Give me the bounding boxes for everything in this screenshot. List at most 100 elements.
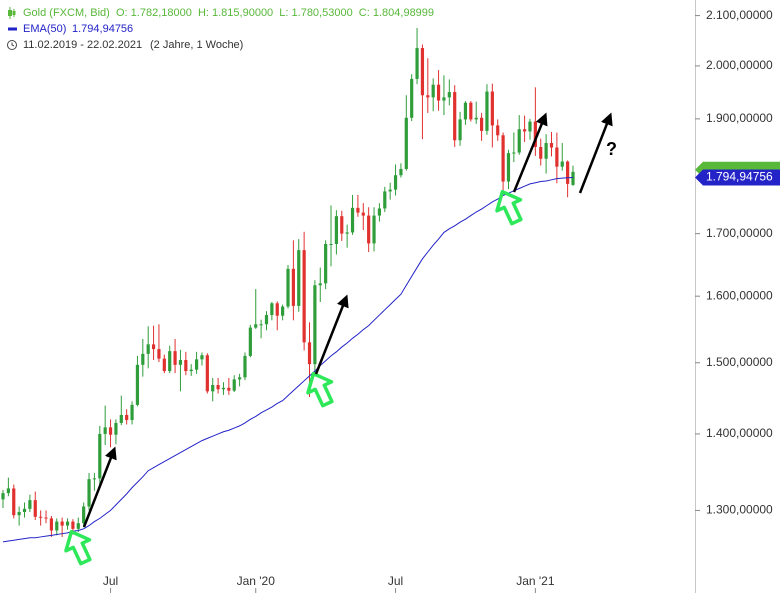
candle-body: [291, 268, 295, 306]
candle-body: [549, 143, 554, 148]
ema-line: [2, 177, 574, 543]
candle-body: [463, 102, 468, 120]
candle-body: [103, 427, 107, 434]
period: 11.02.2019 - 22.02.2021: [23, 39, 142, 51]
candle-body: [130, 404, 134, 421]
candle-body: [340, 216, 344, 234]
black-arrow: [82, 112, 613, 528]
candle-body: [178, 360, 183, 365]
candle-body: [410, 78, 414, 118]
y-tick-label: 2.000,00000: [706, 58, 773, 72]
candle-body: [485, 91, 489, 131]
legend-ema-value: 1.794,94756: [72, 23, 133, 35]
candle-body: [496, 125, 500, 136]
candle-body: [313, 285, 317, 365]
candle-body: [76, 523, 80, 529]
candle-body: [146, 344, 150, 354]
candle-body: [442, 97, 446, 101]
candle-body: [528, 121, 532, 132]
candle-body: [141, 353, 145, 365]
candle-body: [286, 268, 290, 307]
candle-body: [324, 243, 328, 284]
y-tick-label: 2.100,00000: [706, 8, 773, 22]
candle-body: [458, 119, 462, 141]
candle-body: [119, 414, 123, 423]
candle-body: [453, 92, 457, 141]
candle-body: [426, 95, 430, 98]
candle-body: [162, 358, 166, 372]
candle-body: [436, 84, 441, 101]
candle-body: [39, 516, 43, 518]
candle-body: [383, 191, 387, 209]
candle-body: [307, 342, 312, 365]
candle-body: [318, 283, 322, 286]
candle-body: [205, 355, 209, 392]
candle-body: [49, 518, 53, 531]
candle-body: [200, 355, 204, 360]
ohlc-values: O: 1.782,18000 H: 1.815,90000 L: 1.780,5…: [116, 7, 434, 19]
candle-body: [55, 521, 59, 531]
candle-body: [469, 102, 473, 120]
candle-body: [539, 146, 543, 159]
candle-body: [17, 512, 21, 516]
candle-body: [194, 359, 199, 370]
candle-body: [151, 344, 156, 350]
candle-body: [420, 48, 425, 96]
candle-body: [98, 433, 102, 479]
candle-body: [431, 84, 435, 98]
x-tick-label: Jan '21: [516, 574, 555, 588]
candle-body: [512, 152, 516, 154]
candle-body: [60, 521, 64, 526]
candle-body: [12, 488, 16, 516]
y-tick-label: 1.900,00000: [706, 111, 773, 125]
candle-body: [71, 521, 75, 529]
candle-body: [184, 360, 188, 372]
candle-body: [227, 387, 231, 391]
candle-body: [135, 364, 140, 405]
candle-body: [211, 385, 215, 392]
candle-body: [517, 129, 521, 153]
candle-body: [350, 207, 355, 233]
candle-body: [243, 355, 247, 378]
candle-body: [125, 414, 129, 421]
candle-body: [377, 208, 382, 216]
candle-body: [393, 175, 398, 190]
candle-body: [506, 153, 511, 182]
candle-body: [1, 493, 5, 500]
candle-body: [399, 168, 403, 176]
x-tick-label: Jul: [103, 574, 118, 588]
x-tick-label: Jan '20: [237, 574, 276, 588]
candle-body: [571, 171, 575, 185]
y-tick-label: 1.300,00000: [706, 503, 773, 517]
candle-body: [264, 315, 269, 325]
candle-body: [114, 422, 118, 435]
candle-body: [560, 161, 564, 167]
plot: [1, 27, 575, 543]
candle-body: [275, 303, 279, 316]
candle-body: [92, 478, 97, 480]
candle-body: [544, 143, 548, 159]
candle-body: [216, 385, 220, 390]
candle-body: [474, 117, 478, 120]
candle-body: [87, 479, 91, 507]
question-mark: ?: [606, 139, 617, 159]
candle-body: [501, 135, 505, 182]
candle-body: [523, 129, 527, 132]
candle-body: [297, 250, 301, 306]
candle-body: [168, 351, 172, 372]
candle-body: [173, 351, 177, 365]
candle-body: [221, 387, 226, 390]
y-tick-label: 1.600,00000: [706, 288, 773, 302]
y-tick-label: 1.500,00000: [706, 355, 773, 369]
candle-body: [248, 327, 252, 356]
candle-body: [28, 500, 32, 509]
candle-body: [479, 117, 484, 131]
candle-body: [108, 427, 113, 435]
candle-body: [404, 117, 408, 169]
candle-body: [238, 377, 242, 380]
candle-body: [555, 147, 559, 167]
candle-body: [566, 161, 570, 184]
candle-body: [33, 500, 37, 517]
